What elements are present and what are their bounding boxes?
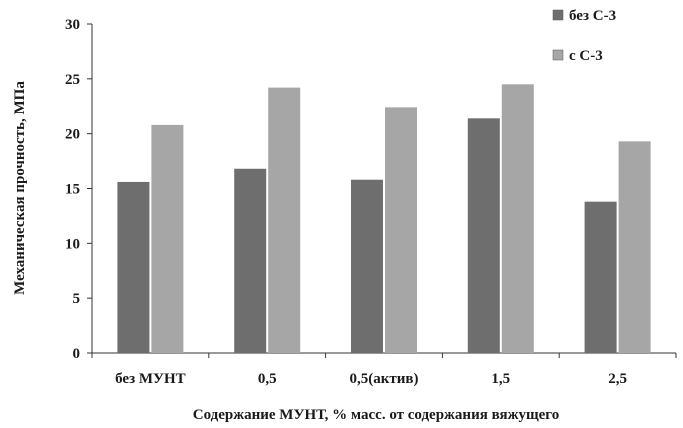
legend-swatch (552, 49, 564, 61)
bar-series1 (117, 181, 150, 353)
y-axis: 0 5 10 15 20 25 30 (65, 17, 93, 362)
x-tick-label: 2,5 (608, 371, 627, 387)
bar-series2 (385, 107, 417, 353)
x-tick-label: без МУНТ (115, 371, 186, 387)
bar-series2 (268, 87, 301, 354)
bar-series2 (618, 141, 651, 353)
legend-label: с С-3 (569, 48, 603, 64)
y-axis-label: Механическая прочность, МПа (12, 81, 28, 295)
x-axis-label: Содержание МУНТ, % масс. от содержания в… (193, 407, 560, 423)
bars (117, 84, 651, 354)
y-tick-label: 15 (65, 182, 80, 198)
bar-series1 (584, 201, 617, 353)
y-tick-label: 10 (65, 236, 80, 252)
y-tick-label: 25 (65, 72, 80, 88)
y-tick-label: 0 (73, 346, 81, 362)
y-tick-label: 20 (65, 127, 80, 143)
legend: без С-3 с С-3 (552, 8, 616, 64)
y-tick-label: 5 (73, 291, 81, 307)
bar-series1 (351, 179, 383, 353)
x-tick-label: 0,5 (258, 371, 277, 387)
legend-label: без С-3 (569, 8, 616, 24)
x-tick-label: 1,5 (491, 371, 510, 387)
x-tick-label: 0,5(актив) (350, 371, 419, 387)
y-tick-label: 30 (65, 17, 80, 33)
legend-swatch (552, 9, 564, 21)
bar-series2 (501, 84, 534, 354)
bar-series1 (234, 168, 267, 353)
bar-series1 (467, 118, 500, 354)
bar-series2 (151, 124, 184, 353)
x-axis: без МУНТ 0,5 0,5(актив) 1,5 2,5 (91, 352, 677, 387)
